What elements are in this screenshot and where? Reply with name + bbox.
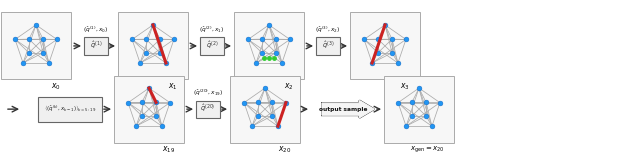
Text: $\hat{q}^{(20)}$: $\hat{q}^{(20)}$ [200,103,216,115]
FancyBboxPatch shape [1,12,71,79]
FancyBboxPatch shape [234,12,304,79]
Text: $\hat{q}^{(1)}$: $\hat{q}^{(1)}$ [90,40,102,52]
Text: $x_3$: $x_3$ [400,81,410,92]
FancyBboxPatch shape [196,100,220,118]
Text: $\hat{q}^{(3)}$: $\hat{q}^{(3)}$ [322,40,334,52]
Text: $(\hat{q}^{(1)}, x_0)$: $(\hat{q}^{(1)}, x_0)$ [83,25,109,35]
FancyBboxPatch shape [350,12,420,79]
FancyBboxPatch shape [384,76,454,143]
Text: $x_{19}$: $x_{19}$ [163,145,175,155]
Text: $x_1$: $x_1$ [168,81,178,92]
Text: $\hat{q}^{(2)}$: $\hat{q}^{(2)}$ [206,40,218,52]
Text: $(\hat{q}^{(3)}, x_2)$: $(\hat{q}^{(3)}, x_2)$ [316,25,340,35]
Text: $(\hat{q}^{(2)}, x_1)$: $(\hat{q}^{(2)}, x_1)$ [200,25,225,35]
FancyBboxPatch shape [200,37,224,55]
FancyBboxPatch shape [316,37,340,55]
Text: $x_2$: $x_2$ [284,81,294,92]
Text: $x_{\mathrm{gen}} = x_{20}$: $x_{\mathrm{gen}} = x_{20}$ [410,145,444,155]
Text: $\left\{(\hat{q}^{(k)}, x_{k-1})\right\}_{k=5:19}$: $\left\{(\hat{q}^{(k)}, x_{k-1})\right\}… [44,104,96,114]
FancyBboxPatch shape [38,97,102,122]
FancyArrow shape [322,100,374,118]
Text: $(\hat{q}^{(20)}, x_{19})$: $(\hat{q}^{(20)}, x_{19})$ [193,88,223,98]
Text: $x_0$: $x_0$ [51,81,61,92]
Text: $x_{20}$: $x_{20}$ [278,145,292,155]
FancyBboxPatch shape [84,37,108,55]
FancyBboxPatch shape [118,12,188,79]
FancyBboxPatch shape [114,76,184,143]
FancyBboxPatch shape [230,76,300,143]
Text: output sample: output sample [319,107,367,112]
